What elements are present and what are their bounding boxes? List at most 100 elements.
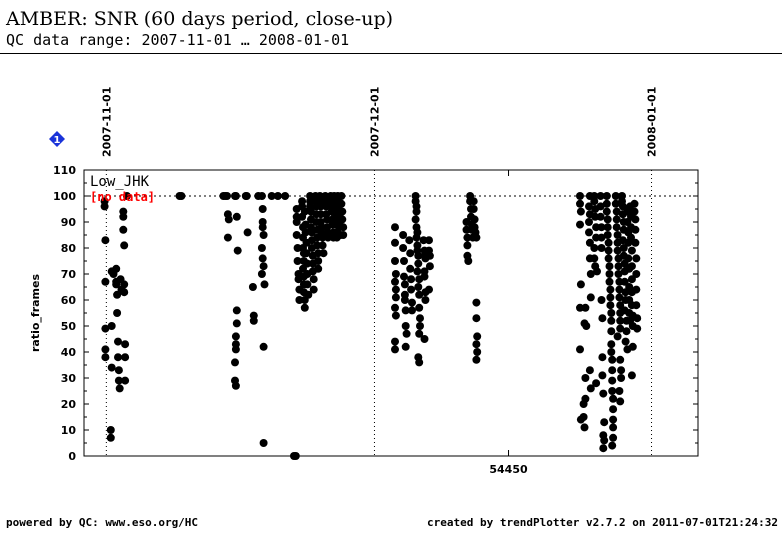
data-point xyxy=(585,218,593,226)
no-data-label: [no data] xyxy=(90,190,155,204)
data-point xyxy=(399,231,408,239)
data-point xyxy=(408,298,416,307)
data-point xyxy=(473,332,482,341)
data-point xyxy=(590,244,599,252)
data-point xyxy=(281,192,290,200)
scatter-chart: 1 0 10 20 30 40 50 60 70 80 90 100 110 54450 2007-1… xyxy=(29,87,699,476)
header-rule xyxy=(0,53,782,54)
data-point xyxy=(416,314,424,323)
data-point xyxy=(406,264,415,273)
data-point xyxy=(613,246,622,255)
data-point xyxy=(631,238,640,247)
data-point xyxy=(617,366,626,375)
data-point xyxy=(318,241,327,250)
data-point xyxy=(232,212,241,221)
data-point xyxy=(231,358,239,367)
data-point xyxy=(620,277,629,286)
data-point xyxy=(585,366,594,375)
data-point xyxy=(473,348,482,356)
data-point xyxy=(106,426,115,434)
data-point xyxy=(631,225,640,234)
data-point xyxy=(106,433,115,442)
date-marker-label: 2007-12-01 xyxy=(368,87,381,157)
data-point xyxy=(416,322,424,330)
data-point xyxy=(224,215,233,224)
data-point xyxy=(622,327,631,336)
data-point xyxy=(421,296,430,304)
data-point xyxy=(615,293,624,302)
y-tick-label: 50 xyxy=(61,320,77,333)
data-point xyxy=(633,314,642,323)
data-point xyxy=(401,306,410,315)
data-point xyxy=(121,376,130,385)
data-point xyxy=(119,225,128,234)
data-point xyxy=(257,270,266,278)
data-point xyxy=(223,192,231,200)
data-point xyxy=(258,223,267,232)
data-point xyxy=(391,337,399,346)
data-point xyxy=(606,301,615,310)
y-tick-label: 100 xyxy=(53,190,76,203)
data-point xyxy=(605,270,614,278)
data-point xyxy=(415,303,424,312)
data-point xyxy=(472,355,481,364)
data-point xyxy=(614,262,623,271)
data-point xyxy=(401,322,410,330)
data-point xyxy=(391,303,399,312)
data-point xyxy=(120,241,129,250)
data-point xyxy=(120,288,129,297)
y-axis-label: ratio_frames xyxy=(29,274,42,352)
data-point xyxy=(114,366,123,375)
data-point xyxy=(101,277,110,286)
data-point xyxy=(300,207,309,216)
data-point xyxy=(579,413,588,421)
data-point xyxy=(121,340,130,349)
data-point xyxy=(576,207,585,216)
data-point xyxy=(593,267,601,276)
data-point xyxy=(400,296,409,304)
data-point xyxy=(231,332,240,341)
data-point xyxy=(631,215,640,224)
data-point xyxy=(391,257,399,265)
data-point xyxy=(249,316,258,325)
data-point xyxy=(292,231,301,239)
data-point xyxy=(599,444,608,453)
data-point xyxy=(585,228,593,237)
data-point xyxy=(391,238,399,247)
data-point xyxy=(420,272,429,281)
date-marker-label: 2007-11-01 xyxy=(100,87,113,157)
y-tick-label: 60 xyxy=(61,294,77,307)
data-point xyxy=(114,376,123,385)
data-point xyxy=(600,418,609,427)
data-point xyxy=(603,223,612,232)
data-point xyxy=(609,394,618,403)
data-point xyxy=(301,228,310,237)
data-point xyxy=(243,228,252,237)
data-point xyxy=(338,215,347,224)
data-point xyxy=(633,324,642,333)
data-point xyxy=(576,192,584,200)
data-point xyxy=(401,342,410,351)
data-point xyxy=(597,223,606,232)
data-point xyxy=(580,423,589,432)
data-point xyxy=(586,293,595,302)
data-point xyxy=(627,233,635,242)
data-point xyxy=(621,337,630,346)
data-point xyxy=(611,192,620,200)
data-point xyxy=(605,262,614,271)
data-point xyxy=(399,244,408,252)
data-point xyxy=(612,223,621,232)
data-point xyxy=(425,262,434,271)
data-point xyxy=(612,215,621,224)
data-point xyxy=(608,387,617,395)
data-point xyxy=(615,285,624,294)
data-point xyxy=(309,285,318,294)
data-point xyxy=(407,275,416,284)
data-point xyxy=(309,275,318,284)
data-point xyxy=(463,241,472,250)
data-point xyxy=(603,215,612,224)
data-point xyxy=(609,405,618,414)
data-point xyxy=(259,439,268,447)
data-point xyxy=(596,192,605,200)
data-point xyxy=(415,358,424,367)
